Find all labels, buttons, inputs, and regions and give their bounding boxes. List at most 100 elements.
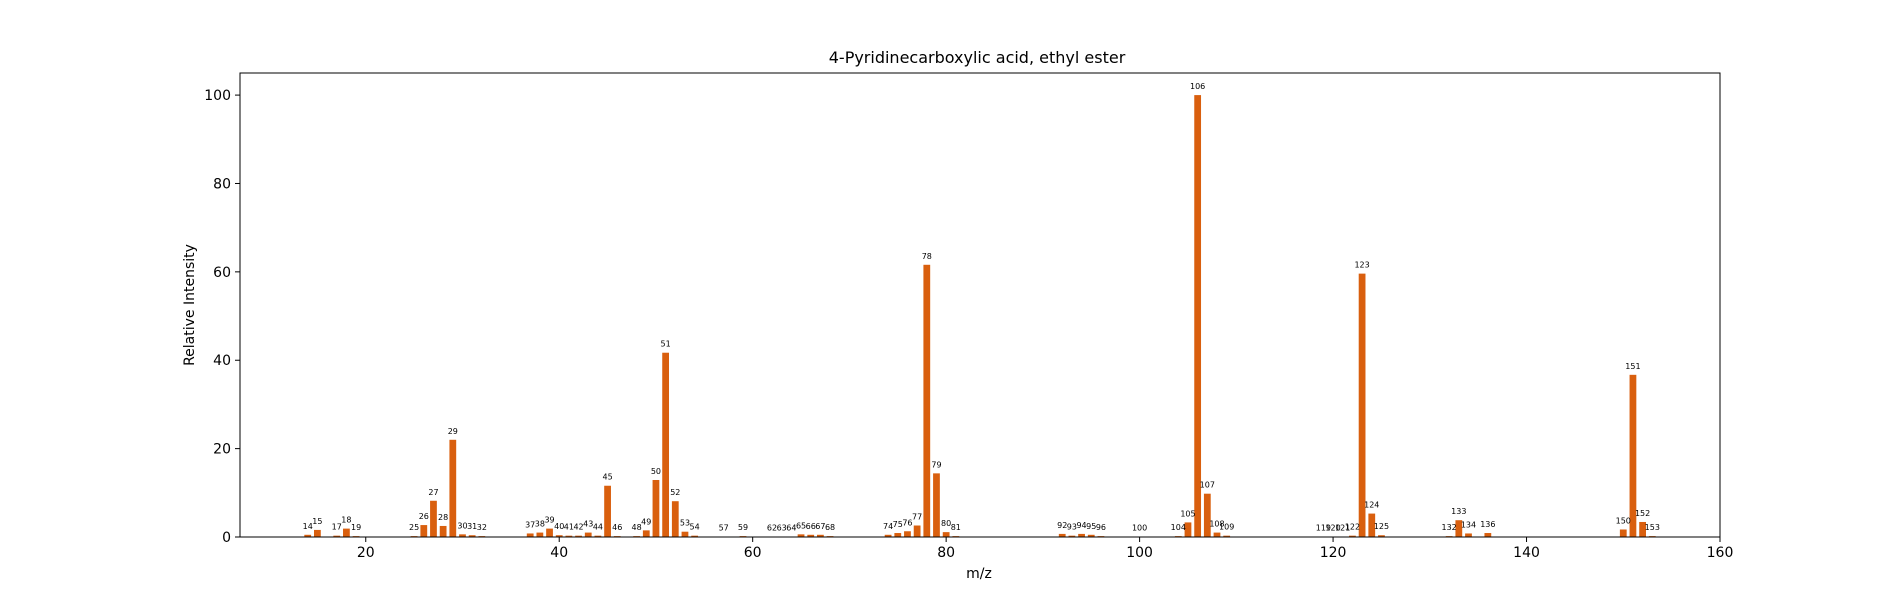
peak-label-152: 152 (1635, 509, 1650, 518)
peak-label-50: 50 (651, 467, 661, 476)
peak-label-124: 124 (1364, 501, 1379, 510)
peak-label-76: 76 (902, 518, 912, 527)
bar-mz-134 (1465, 533, 1472, 537)
peak-label-104: 104 (1171, 523, 1186, 532)
peak-label-53: 53 (680, 519, 690, 528)
peak-label-93: 93 (1067, 523, 1077, 532)
x-tick-label-60: 60 (744, 545, 762, 561)
y-tick-label-0: 0 (222, 530, 231, 546)
bar-mz-136 (1484, 533, 1491, 537)
peak-label-40: 40 (554, 522, 564, 531)
bar-mz-123 (1359, 274, 1366, 537)
peak-label-153: 153 (1645, 523, 1660, 532)
peak-label-14: 14 (303, 522, 313, 531)
bar-mz-51 (662, 353, 669, 537)
bar-mz-150 (1620, 529, 1627, 537)
bar-mz-75 (894, 533, 901, 537)
bar-mz-37 (527, 533, 534, 537)
peak-label-41: 41 (564, 523, 574, 532)
peak-label-67: 67 (815, 522, 825, 531)
peak-label-37: 37 (525, 520, 535, 529)
peak-label-77: 77 (912, 513, 922, 522)
bar-mz-26 (420, 525, 427, 537)
peak-label-100: 100 (1132, 524, 1147, 533)
peak-label-151: 151 (1625, 362, 1640, 371)
peak-label-31: 31 (467, 522, 477, 531)
y-tick-label-80: 80 (213, 176, 231, 192)
peak-label-105: 105 (1180, 509, 1195, 518)
x-tick-label-80: 80 (937, 545, 955, 561)
bar-mz-52 (672, 501, 679, 537)
peak-label-63: 63 (777, 524, 787, 533)
bar-mz-27 (430, 501, 437, 537)
peak-label-28: 28 (438, 513, 448, 522)
peak-label-96: 96 (1096, 523, 1106, 532)
peak-label-18: 18 (341, 516, 351, 525)
peak-label-80: 80 (941, 519, 951, 528)
bar-mz-79 (933, 473, 940, 537)
bar-mz-80 (943, 532, 950, 537)
peak-label-68: 68 (825, 523, 835, 532)
bars-group (304, 95, 1655, 537)
peak-label-29: 29 (448, 427, 458, 436)
peak-label-27: 27 (428, 488, 438, 497)
peak-label-32: 32 (477, 523, 487, 532)
peak-label-59: 59 (738, 523, 748, 532)
bar-mz-45 (604, 486, 611, 537)
peak-label-30: 30 (457, 521, 467, 530)
peak-label-46: 46 (612, 523, 622, 532)
peak-label-74: 74 (883, 522, 893, 531)
bar-mz-106 (1194, 95, 1201, 537)
peak-label-122: 122 (1345, 523, 1360, 532)
peak-label-132: 132 (1442, 523, 1457, 532)
peak-label-38: 38 (535, 520, 545, 529)
peak-label-133: 133 (1451, 507, 1466, 516)
bar-mz-50 (653, 480, 660, 537)
peak-label-57: 57 (719, 524, 729, 533)
y-tick-label-60: 60 (213, 265, 231, 281)
x-tick-label-40: 40 (550, 545, 568, 561)
peak-label-95: 95 (1086, 522, 1096, 531)
peak-label-39: 39 (544, 516, 554, 525)
bar-mz-43 (585, 533, 592, 537)
bar-mz-76 (904, 531, 911, 537)
bar-mz-18 (343, 529, 350, 537)
x-axis-label: m/z (966, 566, 992, 582)
peak-label-107: 107 (1200, 481, 1215, 490)
peak-label-17: 17 (332, 523, 342, 532)
peak-label-44: 44 (593, 523, 603, 532)
bar-mz-29 (449, 440, 456, 537)
peak-label-15: 15 (312, 517, 322, 526)
peak-label-42: 42 (573, 523, 583, 532)
peak-label-125: 125 (1374, 522, 1389, 531)
peak-label-65: 65 (796, 521, 806, 530)
peak-label-62: 62 (767, 524, 777, 533)
peak-label-49: 49 (641, 517, 651, 526)
peak-label-106: 106 (1190, 82, 1205, 91)
y-axis-label: Relative Intensity (182, 244, 198, 366)
peak-label-19: 19 (351, 523, 361, 532)
peak-label-64: 64 (786, 524, 796, 533)
x-tick-label-140: 140 (1513, 545, 1540, 561)
peak-label-134: 134 (1461, 520, 1476, 529)
bar-mz-49 (643, 530, 650, 537)
bar-mz-53 (682, 532, 689, 537)
bar-mz-15 (314, 530, 321, 537)
peak-label-94: 94 (1076, 521, 1086, 530)
peak-label-25: 25 (409, 523, 419, 532)
peak-label-43: 43 (583, 520, 593, 529)
peak-label-48: 48 (632, 523, 642, 532)
bar-mz-78 (923, 265, 930, 537)
peak-label-51: 51 (661, 340, 671, 349)
y-tick-label-20: 20 (213, 442, 231, 458)
peak-label-52: 52 (670, 488, 680, 497)
y-tick-label-40: 40 (213, 353, 231, 369)
peak-label-109: 109 (1219, 523, 1234, 532)
peak-label-123: 123 (1354, 261, 1369, 270)
plot-area-frame (240, 73, 1720, 537)
